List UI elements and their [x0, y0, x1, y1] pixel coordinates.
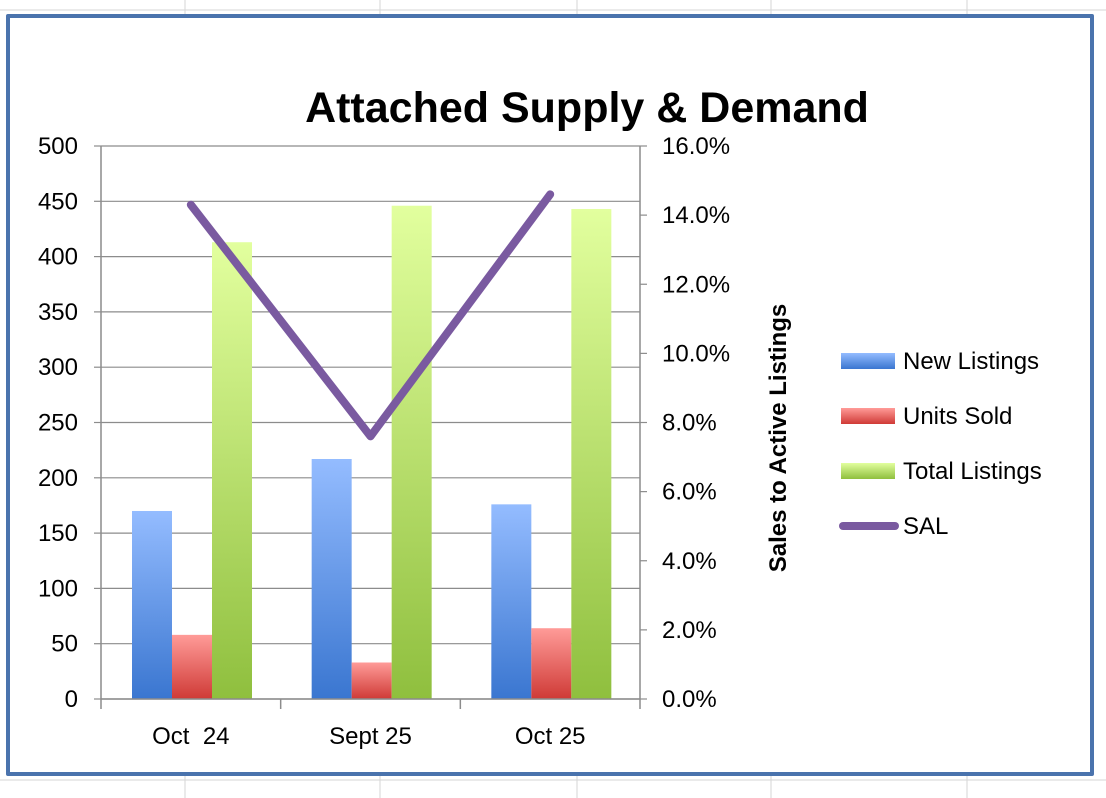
chart-frame[interactable]: Attached Supply & Demand 0 50 100 150 200 250… — [6, 14, 1094, 776]
legend-swatch-units-sold — [841, 408, 895, 424]
left-tick-label: 200 — [38, 465, 78, 492]
left-tick-label: 400 — [38, 244, 78, 271]
left-tick-label: 0 — [65, 686, 78, 713]
bar-total-listings — [212, 242, 252, 700]
gridlines — [101, 145, 640, 700]
left-tick-label: 450 — [38, 188, 78, 215]
legend-swatch-new-listings — [841, 353, 895, 369]
chart-title: Attached Supply & Demand — [305, 84, 869, 132]
right-tick-label: 2.0% — [662, 617, 717, 644]
right-tick-label: 0.0% — [662, 686, 717, 713]
left-tick-label: 250 — [38, 410, 78, 437]
bar-new-listings — [491, 504, 532, 699]
left-tick-label: 150 — [38, 520, 78, 547]
bar-units-sold — [172, 634, 212, 699]
bars — [132, 205, 612, 700]
category-labels: Oct 24 Sept 25 Oct 25 — [152, 723, 585, 750]
right-axis-title: Sales to Active Listings — [765, 304, 792, 573]
left-tick-label: 300 — [38, 354, 78, 381]
right-tick-label: 12.0% — [662, 271, 730, 298]
right-tick-label: 4.0% — [662, 548, 717, 575]
left-tick-label: 100 — [38, 575, 78, 602]
chart-canvas: Attached Supply & Demand 0 50 100 150 200 250… — [38, 84, 1042, 750]
bar-new-listings — [132, 510, 172, 699]
legend-label: Units Sold — [903, 403, 1012, 430]
left-tick-label: 50 — [51, 631, 78, 658]
bar-new-listings — [311, 458, 352, 699]
category-label: Oct 24 — [152, 723, 229, 750]
category-label: Sept 25 — [329, 723, 412, 750]
legend-label: Total Listings — [903, 458, 1042, 485]
bar-total-listings — [571, 209, 612, 700]
right-axis-ticks: 0.0% 2.0% 4.0% 6.0% 8.0% 10.0% 12.0% 14.0% 16.0% — [662, 133, 730, 713]
right-tick-label: 14.0% — [662, 202, 730, 229]
left-tick-label: 500 — [38, 133, 78, 160]
sal-line-layer — [186, 190, 555, 441]
left-tick-label: 350 — [38, 299, 78, 326]
right-tick-label: 6.0% — [662, 479, 717, 506]
right-tick-label: 16.0% — [662, 133, 730, 160]
bar-total-listings — [391, 205, 432, 699]
bar-units-sold — [531, 628, 572, 699]
axes — [94, 145, 647, 709]
legend-label: New Listings — [903, 348, 1039, 375]
category-label: Oct 25 — [515, 723, 586, 750]
legend-label: SAL — [903, 513, 948, 540]
legend-swatch-total-listings — [841, 463, 895, 479]
legend: New Listings Units Sold Total Listings SAL — [839, 348, 1042, 540]
right-tick-label: 8.0% — [662, 410, 717, 437]
right-tick-label: 10.0% — [662, 340, 730, 367]
bar-units-sold — [351, 662, 392, 699]
left-axis-ticks: 0 50 100 150 200 250 300 350 400 450 500 — [38, 133, 78, 713]
